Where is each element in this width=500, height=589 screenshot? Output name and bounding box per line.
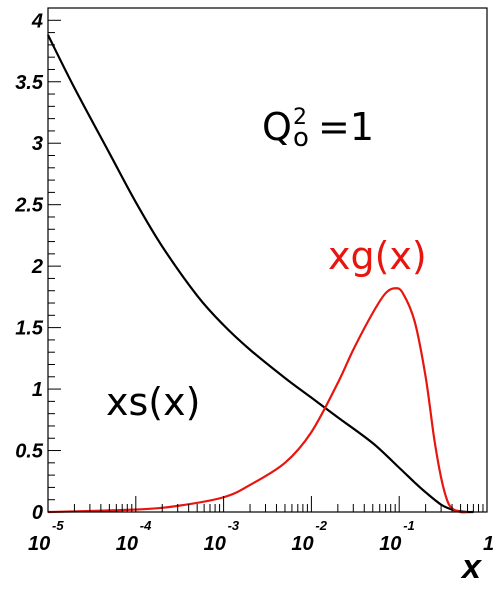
annotation-sup: 2 [293, 105, 307, 130]
y-tick-label: 2 [31, 256, 43, 278]
y-tick-label: 4 [31, 10, 43, 32]
annotation-q: Q [262, 105, 292, 149]
q0-annotation: Q 2 o =1 [262, 105, 374, 153]
x-tick-exponent: -5 [52, 518, 64, 533]
series-label-xg: xg(x) [328, 234, 427, 278]
plot-area [47, 34, 474, 514]
x-tick-label: 10-1 [379, 518, 415, 555]
annotation-sub: o [293, 123, 309, 153]
y-tick-label: 3.5 [15, 72, 44, 94]
series-label-xs: xs(x) [106, 380, 200, 424]
annotation-rest: =1 [318, 105, 374, 149]
y-tick-label: 2.5 [14, 195, 44, 217]
y-tick-label: 0 [32, 502, 43, 524]
axes [47, 7, 488, 513]
x-tick-base: 10 [291, 533, 313, 555]
x-tick-exponent: -2 [315, 518, 327, 533]
x-tick-exponent: -1 [403, 518, 415, 533]
x-tick-label: 10-2 [291, 518, 327, 555]
x-tick-label: 1 [483, 533, 494, 555]
x-tick-base: 10 [116, 533, 138, 555]
x-tick-label: 10-5 [28, 518, 64, 555]
x-tick-base: 10 [28, 533, 50, 555]
x-tick-base: 10 [379, 533, 401, 555]
x-tick-base: 10 [204, 533, 226, 555]
x-axis-title: x [460, 548, 483, 586]
x-tick-base: 1 [483, 533, 494, 555]
plot-frame [47, 7, 488, 513]
series-line-xs [47, 34, 474, 514]
x-tick-label: 10-4 [116, 518, 152, 555]
x-tick-exponent: -3 [228, 518, 240, 533]
x-tick-label: 10-3 [204, 518, 240, 555]
y-tick-label: 1.5 [15, 318, 44, 340]
x-tick-exponent: -4 [140, 518, 152, 533]
y-tick-label: 0.5 [15, 441, 44, 463]
series-line-xg [47, 287, 468, 514]
y-tick-label: 1 [32, 379, 43, 401]
y-tick-label: 3 [32, 133, 43, 155]
